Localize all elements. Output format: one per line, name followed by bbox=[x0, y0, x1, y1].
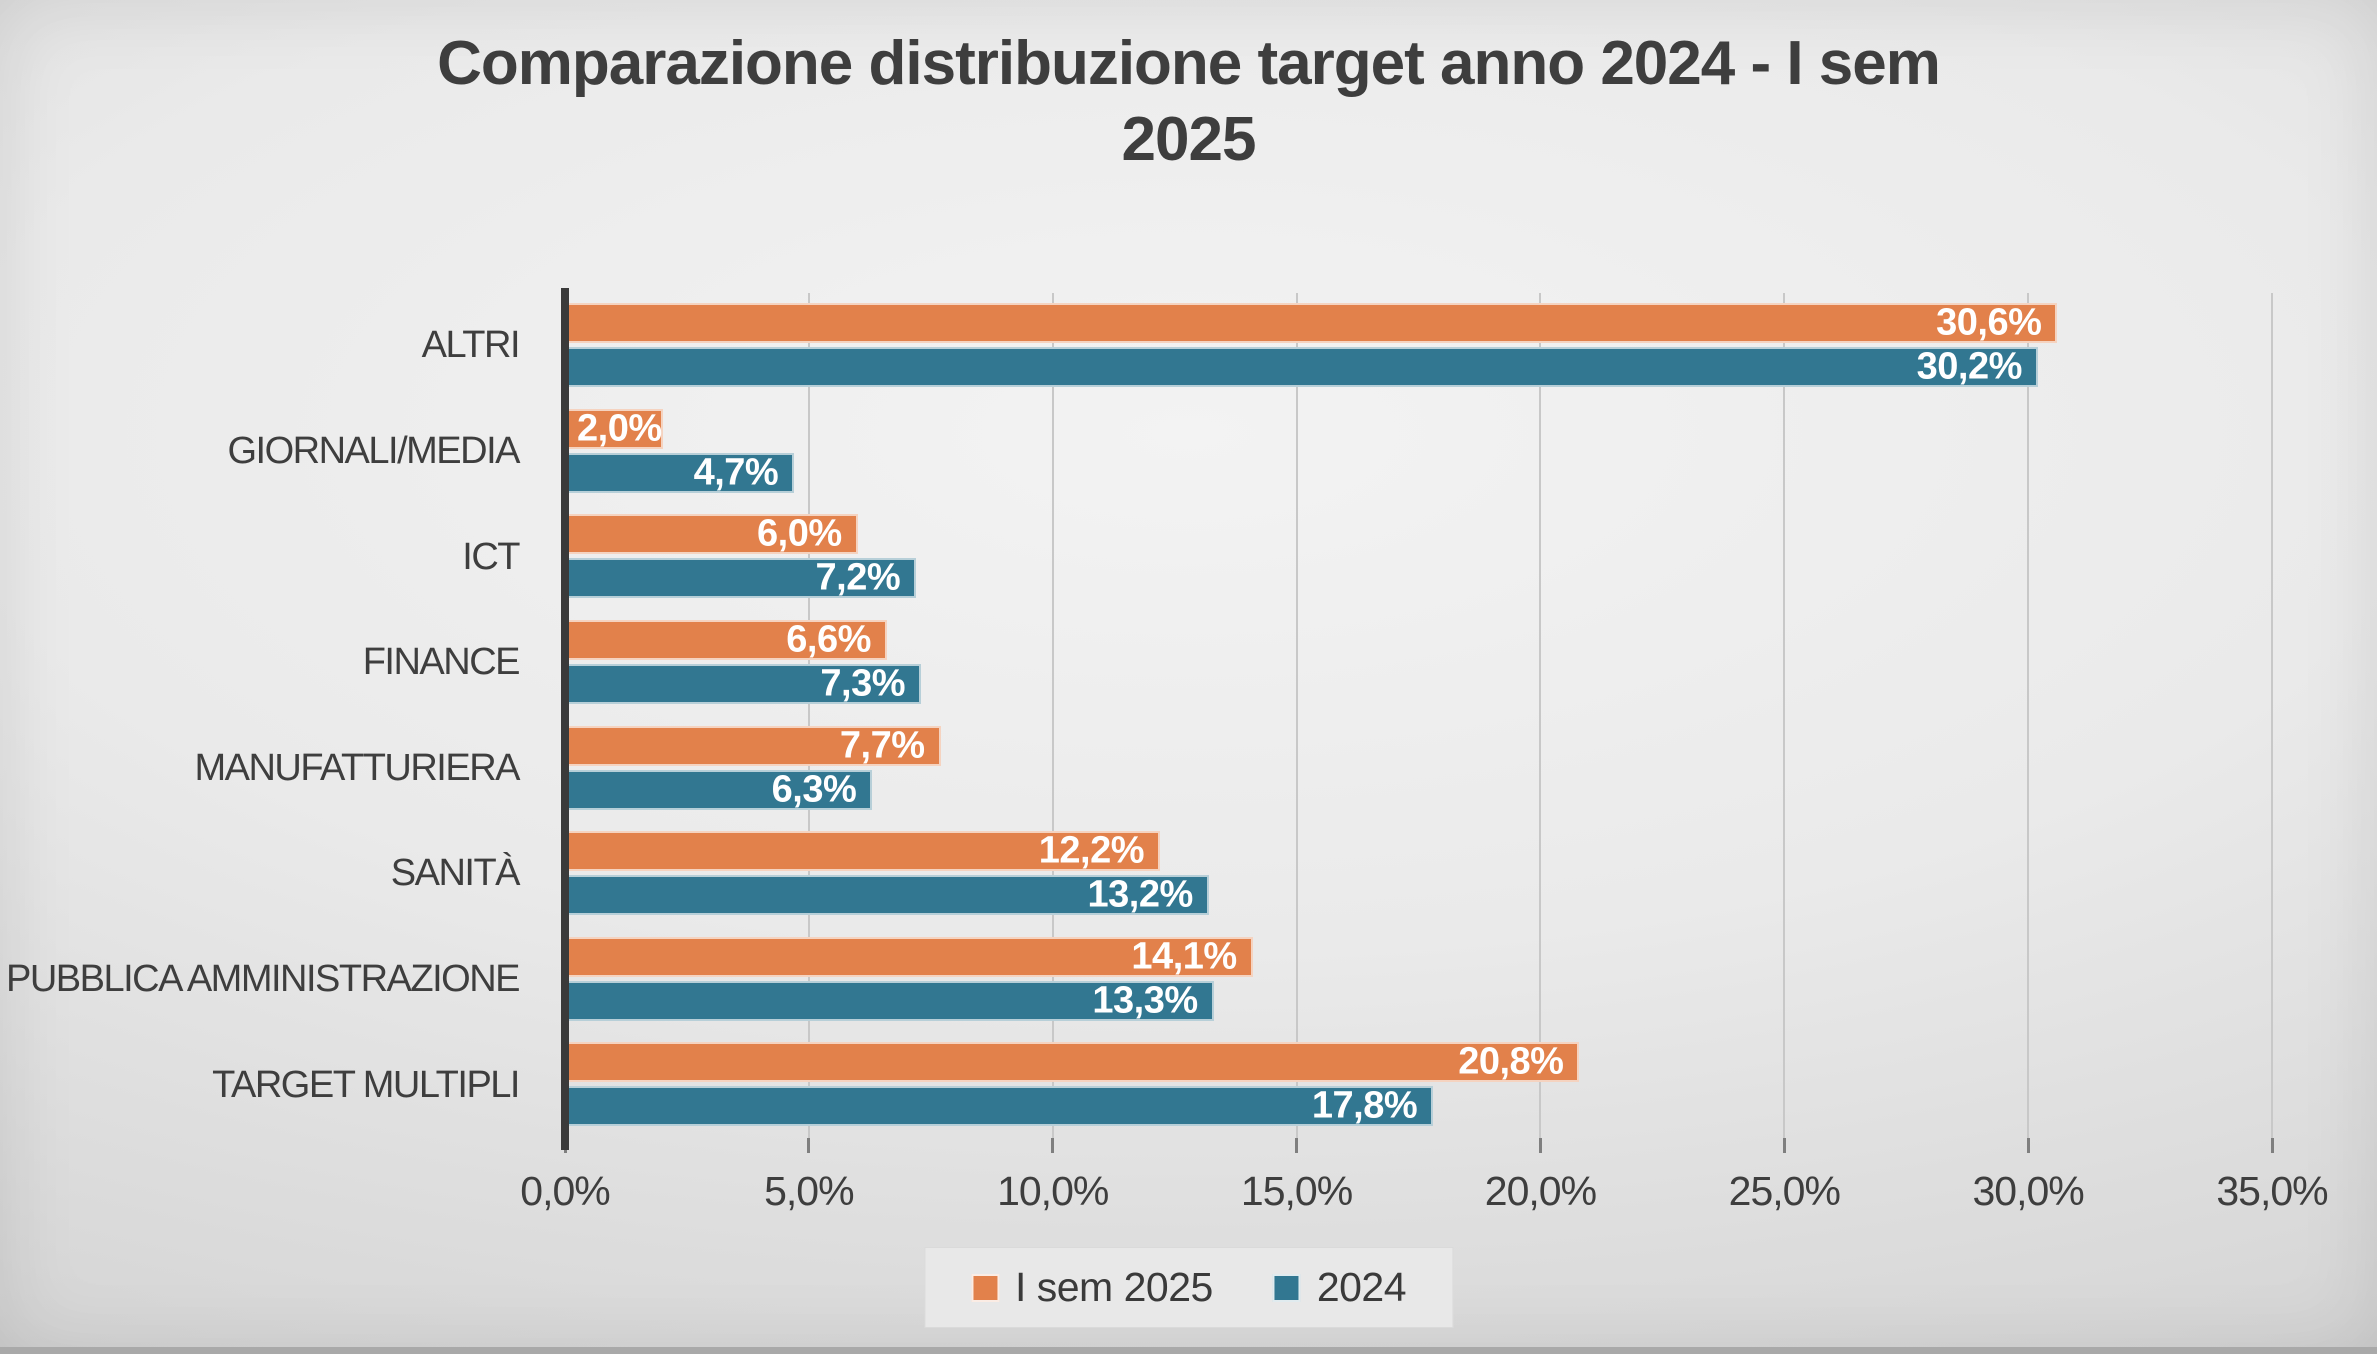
legend-item-i-sem-2025: I sem 2025 bbox=[970, 1264, 1213, 1311]
plot-area: 0,0% 5,0% 10,0% 15,0% 20,0% 25,0% 30,0% 35,0% 30… bbox=[520, 288, 2329, 1214]
x-tick-mark bbox=[1051, 1138, 1055, 1153]
category-label-giornali-media: GIORNALI/MEDIA bbox=[227, 429, 521, 472]
bar-i-sem-2025: 6,0% bbox=[565, 512, 858, 555]
x-tick-mark bbox=[2026, 1138, 2030, 1153]
bar-i-sem-2025: 14,1% bbox=[565, 935, 1253, 978]
chart-title-line-2: 2025 bbox=[1121, 104, 1257, 174]
bar-value-label: 20,8% bbox=[1458, 1040, 1564, 1083]
bar-2024: 7,2% bbox=[565, 556, 917, 599]
category-label-pubblica-amministrazione: PUBBLICA AMMINISTRAZIONE bbox=[6, 958, 521, 1001]
category-label-altri: ALTRI bbox=[421, 324, 521, 367]
legend-swatch-2024 bbox=[1272, 1273, 1301, 1302]
bar-group-target-multipli: 20,8% 17,8% bbox=[565, 1032, 2272, 1138]
category-label-target-multipli: TARGET MULTIPLI bbox=[212, 1063, 520, 1106]
chart-title: Comparazione distribuzione target anno 2… bbox=[0, 26, 2377, 177]
category-axis: ALTRI GIORNALI/MEDIA ICT FINANCE MANUFATTURI… bbox=[0, 293, 543, 1138]
bar-value-label: 7,2% bbox=[815, 556, 901, 599]
bar-i-sem-2025: 6,6% bbox=[565, 618, 887, 661]
x-tick-label-0,0%: 0,0% bbox=[520, 1168, 610, 1214]
x-tick-mark bbox=[1538, 1138, 1542, 1153]
bar-value-label: 6,6% bbox=[786, 618, 871, 661]
bar-group-finance: 6,6% 7,3% bbox=[565, 610, 2272, 716]
gridline-35,0% bbox=[2271, 293, 2273, 1138]
bar-value-label: 4,7% bbox=[693, 451, 779, 494]
bar-i-sem-2025: 2,0% bbox=[565, 407, 663, 450]
bar-value-label: 13,3% bbox=[1092, 979, 1198, 1022]
bar-group-sanit-: 12,2% 13,2% bbox=[565, 821, 2272, 927]
gridline-15,0% bbox=[1295, 293, 1298, 1138]
bar-i-sem-2025: 30,6% bbox=[565, 301, 2058, 344]
bar-group-manufatturiera: 7,7% 6,3% bbox=[565, 716, 2272, 822]
x-tick-label-30,0%: 30,0% bbox=[1972, 1168, 2085, 1214]
legend-item-2024: 2024 bbox=[1272, 1264, 1407, 1311]
bar-value-label: 17,8% bbox=[1311, 1084, 1418, 1127]
gridline-5,0% bbox=[807, 293, 810, 1138]
legend-label-2024: 2024 bbox=[1316, 1264, 1407, 1310]
bar-value-label: 12,2% bbox=[1038, 829, 1145, 872]
bar-2024: 13,2% bbox=[565, 873, 1209, 916]
x-tick-label-15,0%: 15,0% bbox=[1240, 1168, 1353, 1214]
bar-2024: 17,8% bbox=[565, 1084, 1434, 1127]
legend-label-i-sem-2025: I sem 2025 bbox=[1014, 1264, 1213, 1310]
x-tick-label-10,0%: 10,0% bbox=[997, 1168, 1109, 1214]
x-tick-mark bbox=[1295, 1138, 1299, 1153]
x-tick-mark bbox=[1782, 1138, 1786, 1153]
bar-value-label: 6,3% bbox=[771, 768, 857, 810]
bar-value-label: 30,6% bbox=[1936, 301, 2042, 344]
bar-value-label: 2,0% bbox=[577, 407, 662, 450]
bar-2024: 4,7% bbox=[565, 451, 795, 494]
x-tick-mark bbox=[2270, 1138, 2274, 1153]
category-label-manufatturiera: MANUFATTURIERA bbox=[194, 746, 520, 789]
x-tick-label-25,0%: 25,0% bbox=[1728, 1168, 1841, 1214]
bar-i-sem-2025: 20,8% bbox=[565, 1040, 1580, 1083]
x-tick-mark bbox=[807, 1138, 811, 1153]
gridline-20,0% bbox=[1539, 293, 1542, 1138]
bar-i-sem-2025: 7,7% bbox=[565, 724, 941, 766]
bar-value-label: 13,2% bbox=[1087, 873, 1194, 916]
gridline-10,0% bbox=[1051, 293, 1054, 1138]
legend: I sem 2025 2024 bbox=[923, 1247, 1454, 1328]
y-axis-line bbox=[561, 288, 569, 1150]
bar-i-sem-2025: 12,2% bbox=[565, 829, 1160, 872]
category-label-finance: FINANCE bbox=[362, 641, 521, 684]
chart-title-line-1: Comparazione distribuzione target anno 2… bbox=[437, 29, 1941, 98]
bar-2024: 13,3% bbox=[565, 979, 1214, 1022]
bar-group-giornali-media: 2,0% 4,7% bbox=[565, 399, 2272, 505]
legend-swatch-i-sem-2025 bbox=[970, 1273, 999, 1302]
bar-2024: 7,3% bbox=[565, 662, 922, 705]
bar-value-label: 6,0% bbox=[757, 512, 842, 555]
bar-group-ict: 6,0% 7,2% bbox=[565, 504, 2272, 610]
category-label-ict: ICT bbox=[462, 535, 520, 578]
bar-2024: 6,3% bbox=[565, 768, 873, 810]
category-label-sanit-: SANITÀ bbox=[390, 852, 521, 895]
bottom-edge-strip bbox=[0, 1347, 2377, 1354]
bar-value-label: 14,1% bbox=[1131, 935, 1237, 978]
x-tick-label-20,0%: 20,0% bbox=[1484, 1168, 1597, 1214]
bar-2024: 30,2% bbox=[565, 345, 2038, 388]
bar-value-label: 7,7% bbox=[839, 724, 925, 766]
x-tick-label-35,0%: 35,0% bbox=[2216, 1168, 2328, 1214]
x-tick-label-5,0%: 5,0% bbox=[764, 1168, 854, 1214]
gridline-25,0% bbox=[1783, 293, 1786, 1138]
bar-group-altri: 30,6% 30,2% bbox=[565, 293, 2272, 399]
bar-group-pubblica-amministrazione: 14,1% 13,3% bbox=[565, 927, 2272, 1033]
bar-value-label: 7,3% bbox=[820, 662, 906, 705]
gridline-30,0% bbox=[2027, 293, 2030, 1138]
bar-value-label: 30,2% bbox=[1916, 345, 2023, 388]
